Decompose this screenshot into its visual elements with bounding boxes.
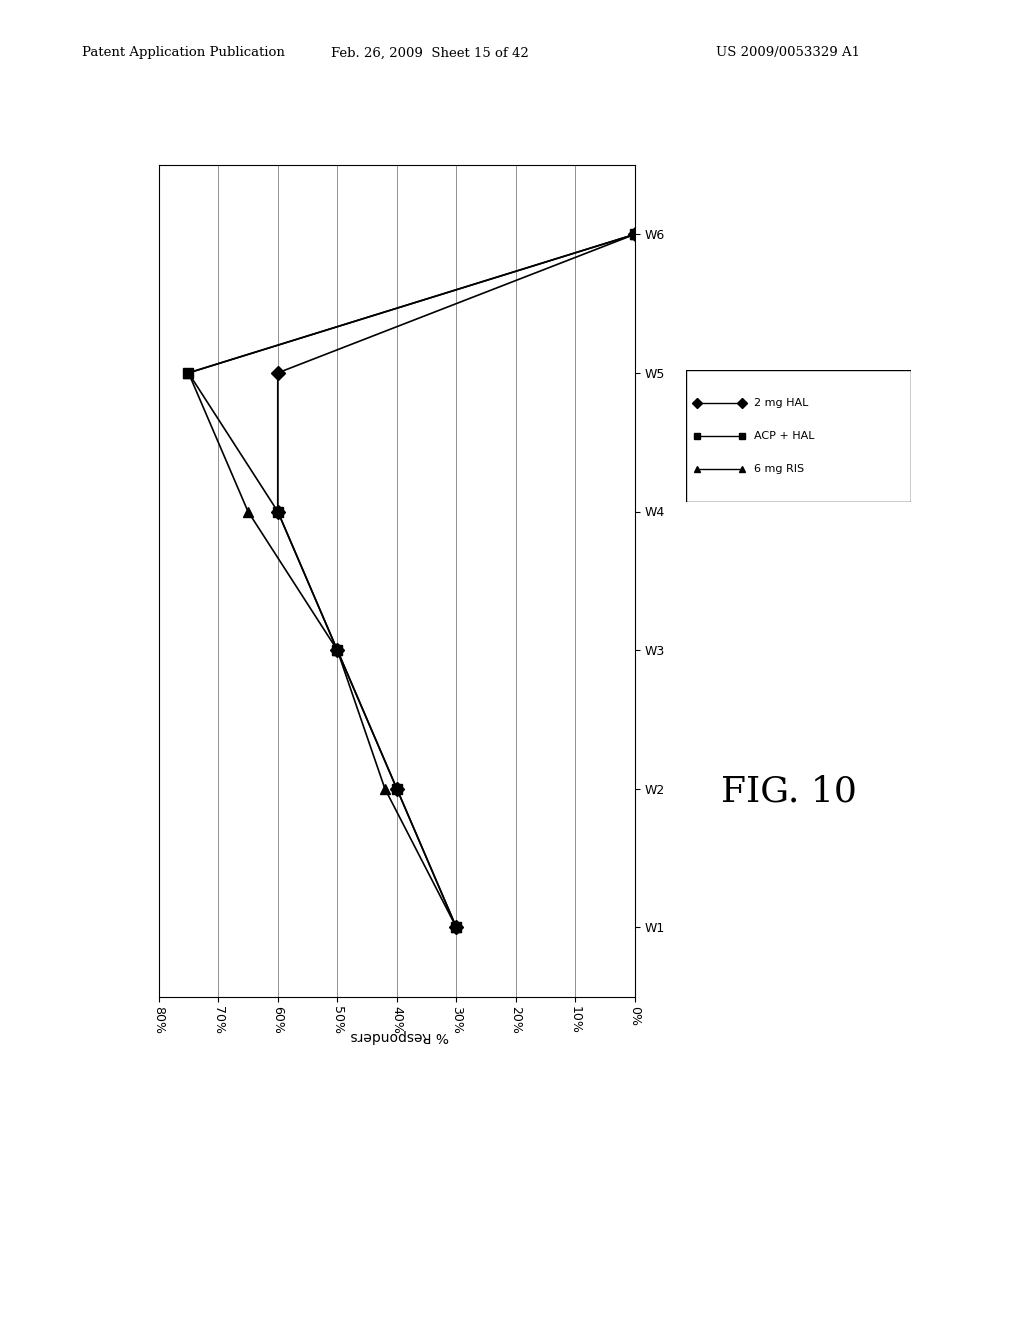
Line: 6 mg RIS: 6 mg RIS [183, 230, 640, 932]
Text: Feb. 26, 2009  Sheet 15 of 42: Feb. 26, 2009 Sheet 15 of 42 [331, 46, 529, 59]
Text: US 2009/0053329 A1: US 2009/0053329 A1 [716, 46, 860, 59]
ACP + HAL [331, 643, 343, 659]
Text: 6 mg RIS: 6 mg RIS [754, 463, 804, 474]
Text: % Responders: % Responders [350, 1030, 449, 1043]
ACP + HAL [391, 781, 403, 797]
Text: 2 mg HAL: 2 mg HAL [754, 397, 808, 408]
ACP + HAL [451, 920, 463, 936]
6 mg RIS [182, 366, 195, 381]
ACP + HAL [182, 366, 195, 381]
2 mg HAL [271, 503, 284, 519]
6 mg RIS [331, 643, 343, 659]
Line: ACP + HAL: ACP + HAL [183, 230, 640, 932]
ACP + HAL [271, 503, 284, 519]
6 mg RIS [629, 227, 641, 243]
6 mg RIS [451, 920, 463, 936]
ACP + HAL [629, 227, 641, 243]
Line: 2 mg HAL: 2 mg HAL [273, 230, 640, 932]
2 mg HAL [629, 227, 641, 243]
Text: Patent Application Publication: Patent Application Publication [82, 46, 285, 59]
Text: ACP + HAL: ACP + HAL [754, 430, 814, 441]
6 mg RIS [379, 781, 391, 797]
FancyBboxPatch shape [686, 370, 911, 502]
2 mg HAL [331, 643, 343, 659]
2 mg HAL [451, 920, 463, 936]
Text: FIG. 10: FIG. 10 [721, 775, 856, 809]
2 mg HAL [391, 781, 403, 797]
6 mg RIS [242, 503, 254, 519]
2 mg HAL [271, 366, 284, 381]
